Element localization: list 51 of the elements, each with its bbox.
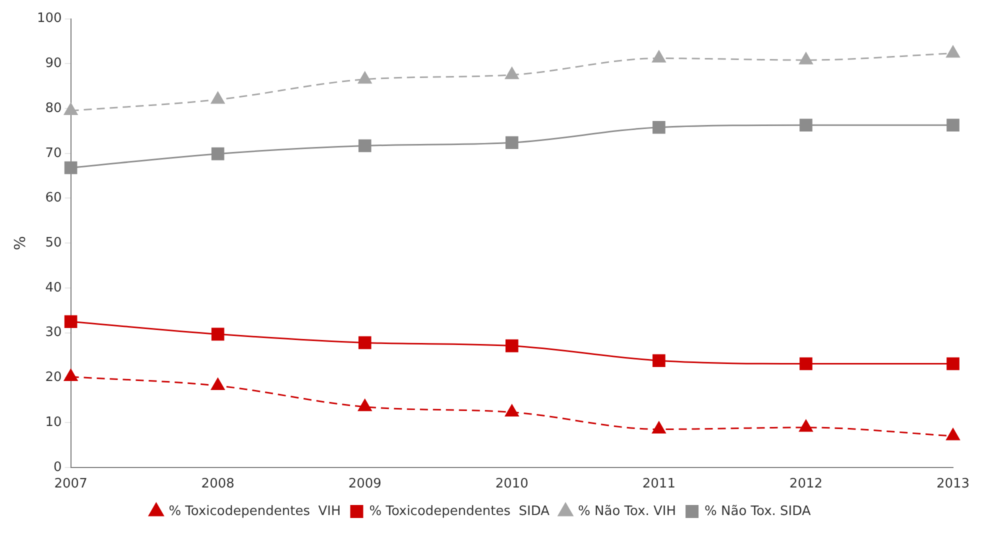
y-tick-label: 70 — [45, 146, 62, 161]
y-tick-label: 60 — [45, 190, 62, 206]
point — [506, 136, 518, 150]
point — [505, 67, 519, 80]
y-tick-label: 50 — [45, 235, 62, 250]
point — [64, 103, 78, 116]
y-tick-label: 90 — [45, 56, 62, 72]
legend-label: % Não Tox. VIH — [578, 504, 676, 519]
y-tick-label: 0 — [54, 460, 62, 475]
y-axis-title: % — [10, 236, 29, 250]
x-tick-label: 2008 — [201, 476, 234, 492]
point — [652, 422, 666, 434]
legend-label: % Toxicodependentes VIH — [168, 504, 341, 519]
point — [652, 120, 666, 134]
x-tick-label: 2011 — [642, 476, 676, 492]
point — [358, 139, 372, 152]
y-tick-label: 40 — [45, 280, 62, 296]
point — [64, 369, 78, 382]
point — [64, 161, 78, 174]
x-tick-label: 2007 — [54, 476, 88, 492]
point — [505, 404, 519, 416]
point — [799, 420, 813, 432]
point — [211, 92, 225, 104]
point — [358, 72, 372, 84]
point — [800, 118, 812, 132]
x-tick-label: 2012 — [789, 476, 823, 492]
legend-label: % Toxicodependentes SIDA — [369, 504, 550, 519]
y-tick-label: 80 — [45, 100, 62, 116]
point — [946, 46, 960, 58]
point — [64, 315, 78, 328]
point — [358, 399, 372, 412]
point — [211, 378, 225, 390]
point — [211, 328, 224, 341]
point — [946, 428, 960, 440]
point — [799, 52, 813, 64]
legend-label: % Não Tox. SIDA — [704, 504, 811, 519]
point — [506, 339, 518, 352]
x-tick-label: 2010 — [495, 476, 528, 492]
y-tick-label: 30 — [45, 325, 62, 340]
y-tick-label: 20 — [45, 370, 62, 386]
point — [946, 357, 960, 370]
point — [652, 50, 666, 63]
y-tick-label: 10 — [45, 414, 62, 430]
point — [800, 357, 812, 370]
point — [946, 118, 960, 132]
point — [358, 336, 372, 350]
x-tick-label: 2009 — [348, 476, 382, 492]
point — [211, 147, 224, 160]
point — [652, 354, 666, 368]
x-tick-label: 2013 — [936, 476, 970, 492]
y-tick-label: 100 — [36, 11, 62, 26]
